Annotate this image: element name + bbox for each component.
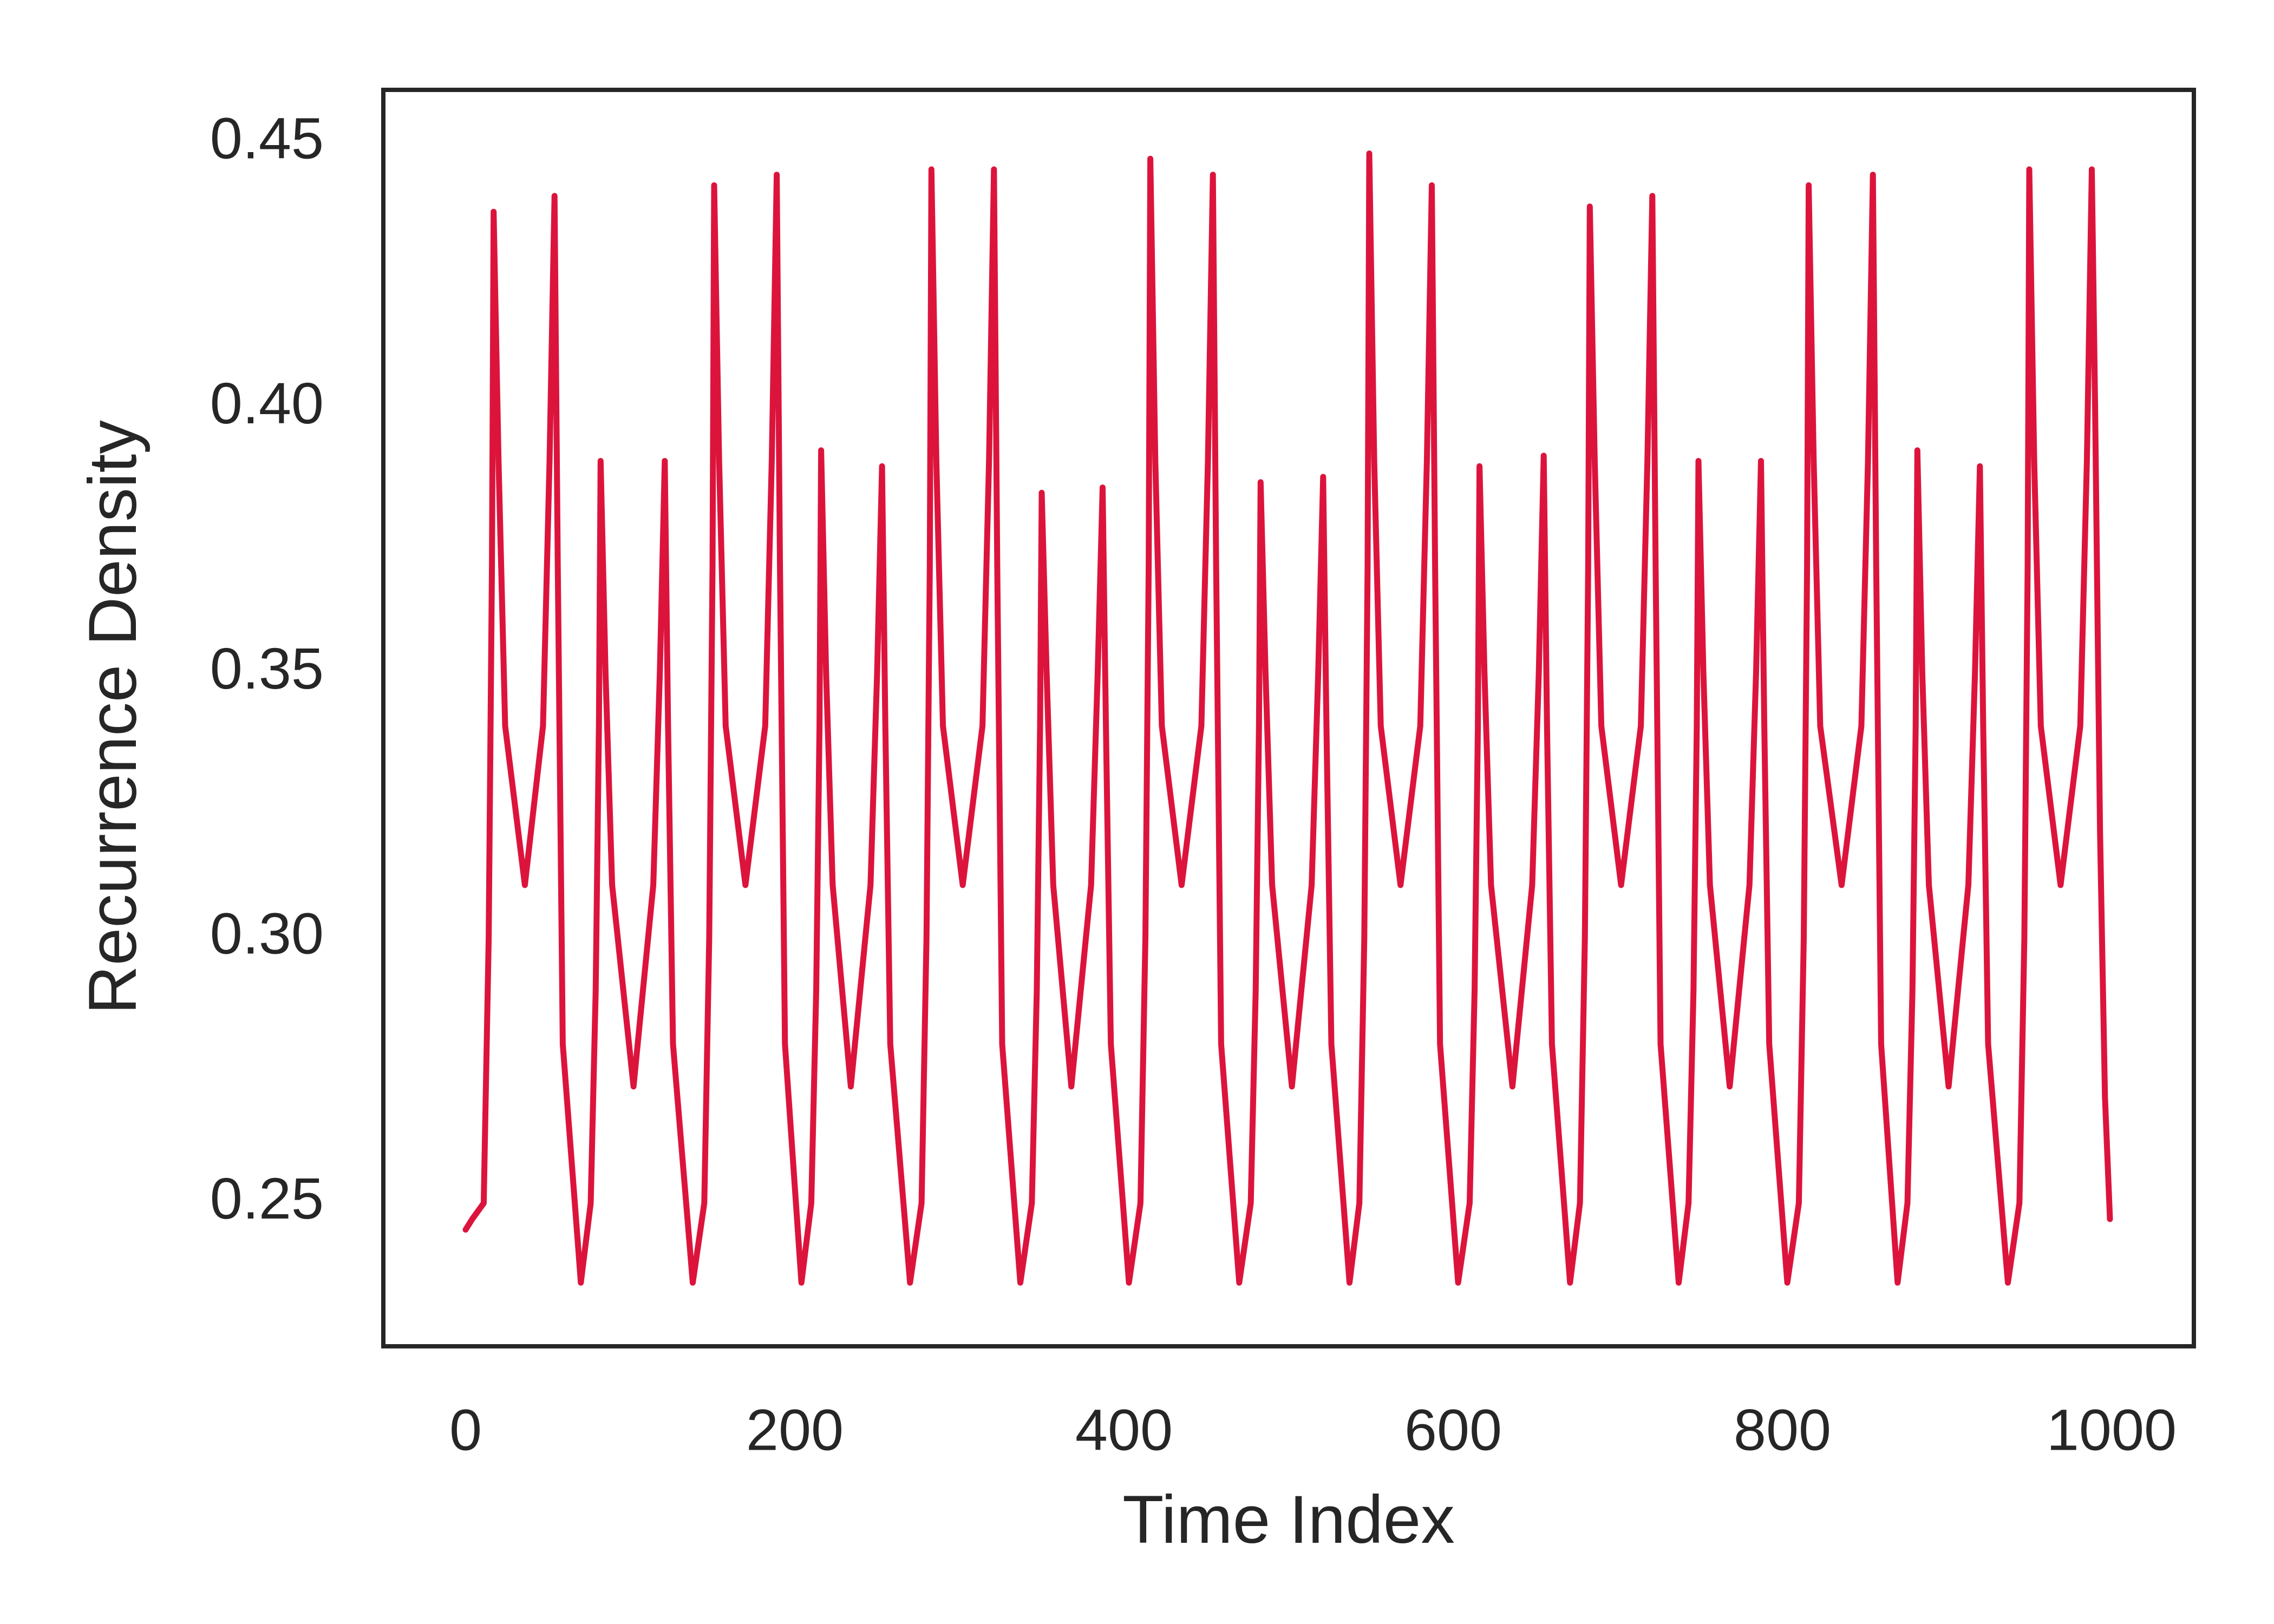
x-tick-label: 800 bbox=[1734, 1397, 1831, 1463]
plot-frame bbox=[381, 88, 2196, 1348]
x-axis-label: Time Index bbox=[1122, 1482, 1455, 1557]
data-line bbox=[462, 150, 2113, 1286]
x-tick-label: 200 bbox=[746, 1397, 844, 1463]
y-tick-label: 0.25 bbox=[210, 1165, 324, 1231]
x-tick-label: 600 bbox=[1404, 1397, 1502, 1463]
y-axis-label: Recurrence Density bbox=[75, 420, 151, 1014]
y-tick-label: 0.30 bbox=[210, 900, 324, 966]
x-tick-label: 1000 bbox=[2047, 1397, 2177, 1463]
y-tick-label: 0.35 bbox=[210, 636, 324, 701]
y-tick-label: 0.40 bbox=[210, 370, 324, 436]
x-tick-label: 0 bbox=[449, 1397, 482, 1463]
y-tick-label: 0.45 bbox=[210, 105, 324, 171]
x-tick-label: 400 bbox=[1075, 1397, 1173, 1463]
